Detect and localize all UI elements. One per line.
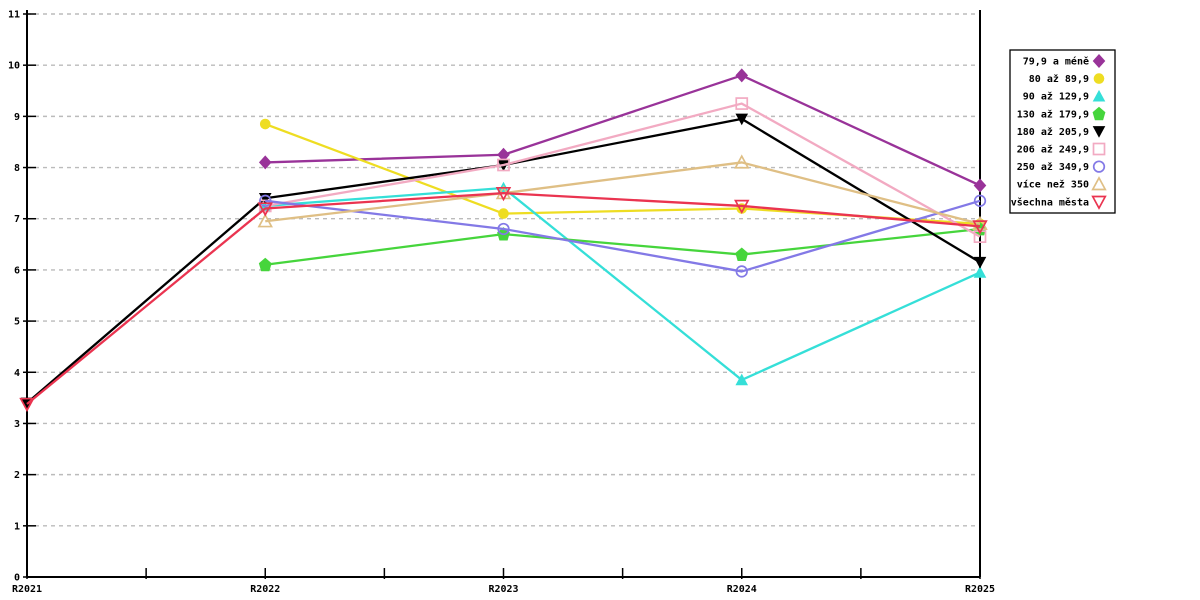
series-line	[265, 199, 981, 273]
series-marker	[257, 213, 273, 228]
series-marker	[258, 155, 272, 170]
series-marker	[973, 256, 987, 269]
legend-label: 90 až 129,9	[1023, 91, 1089, 103]
series-marker	[734, 199, 750, 215]
series-marker	[257, 202, 273, 217]
series-marker	[497, 147, 510, 162]
series-marker	[497, 158, 510, 172]
series-marker	[735, 373, 749, 386]
series-marker	[973, 266, 987, 278]
series-line	[265, 227, 981, 266]
legend-marker	[1092, 160, 1106, 173]
legend-label: 250 až 349,9	[1017, 161, 1089, 173]
x-tick-label: R2021	[12, 584, 42, 595]
y-tick-label: 1	[14, 521, 20, 532]
series-marker	[495, 186, 512, 202]
y-tick-label: 6	[14, 265, 20, 276]
y-tick-label: 0	[14, 573, 20, 584]
legend-marker	[1091, 176, 1107, 191]
series-marker	[972, 220, 988, 235]
series-line	[265, 186, 981, 382]
series-marker	[972, 215, 988, 230]
legend-marker	[1092, 54, 1106, 68]
series-line	[265, 102, 981, 238]
legend-label: 80 až 89,9	[1029, 73, 1089, 85]
y-tick-label: 9	[14, 112, 20, 123]
y-tick-label: 11	[8, 10, 20, 21]
legend-label: 79,9 a méně	[1023, 56, 1089, 68]
legend-label: více než 350	[1017, 179, 1089, 191]
series-marker	[498, 208, 509, 219]
series-marker	[734, 154, 750, 169]
series-marker	[19, 397, 35, 413]
series-marker	[735, 113, 749, 126]
legend-marker	[1093, 73, 1105, 84]
legend-marker	[1092, 142, 1106, 156]
series-marker	[973, 178, 987, 193]
y-tick-label: 7	[14, 214, 20, 225]
series-marker	[258, 257, 272, 272]
series-marker	[735, 265, 748, 278]
series-line	[26, 191, 981, 405]
series-line	[265, 161, 981, 225]
y-tick-label: 5	[14, 317, 20, 328]
y-tick-label: 3	[14, 419, 20, 430]
legend-marker	[1092, 126, 1106, 138]
legend-label: 206 až 249,9	[1017, 144, 1089, 156]
y-tick-label: 4	[14, 368, 20, 379]
series-marker	[259, 118, 271, 130]
y-tick-label: 8	[14, 163, 20, 174]
series-line	[265, 74, 981, 187]
series-marker	[497, 222, 510, 236]
legend-marker	[1092, 89, 1106, 102]
x-tick-label: R2025	[965, 584, 995, 595]
legend-marker	[1091, 195, 1107, 210]
legend-marker	[1092, 106, 1106, 121]
series-marker	[735, 247, 749, 261]
x-tick-label: R2022	[250, 584, 280, 595]
series-marker	[735, 97, 749, 110]
series-marker	[973, 194, 987, 207]
legend-label: 130 až 179,9	[1017, 108, 1089, 120]
x-tick-label: R2023	[488, 584, 518, 595]
y-tick-label: 2	[14, 470, 20, 481]
series-marker	[735, 68, 749, 83]
legend-label: všechna města	[1011, 196, 1089, 208]
x-tick-label: R2024	[727, 584, 757, 595]
series-marker	[259, 194, 272, 207]
legend-label: 180 až 205,9	[1017, 126, 1089, 138]
y-tick-label: 10	[8, 61, 20, 72]
